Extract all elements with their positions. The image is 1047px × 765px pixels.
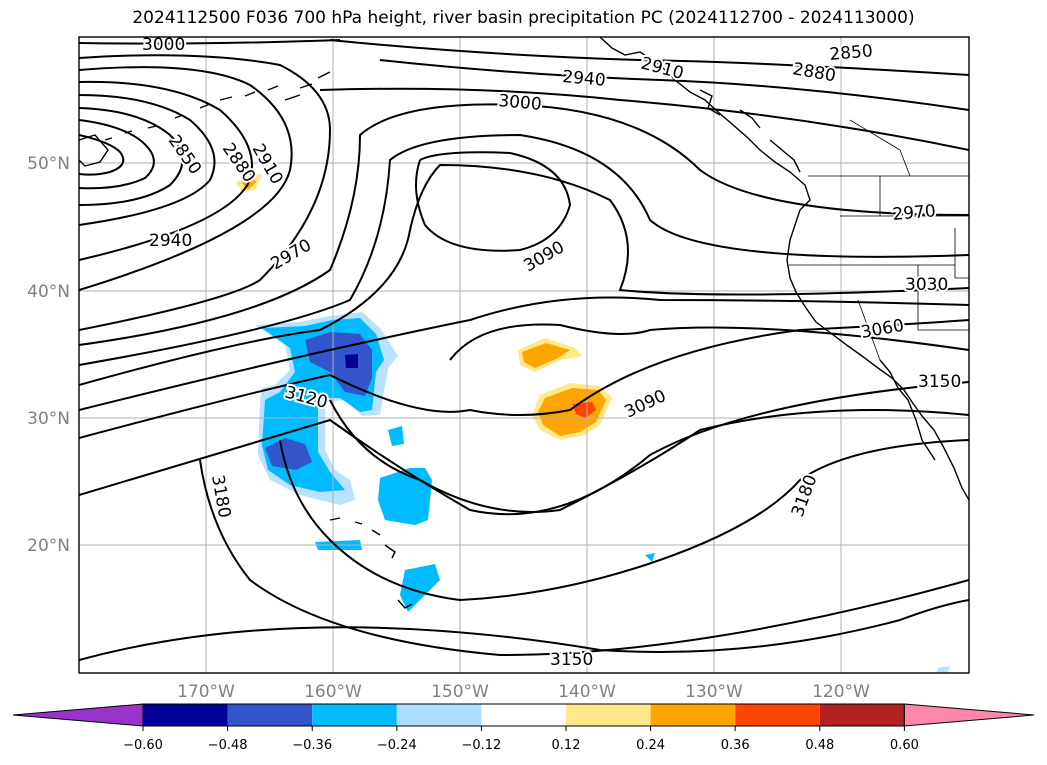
contour-label: 2940	[562, 67, 607, 91]
map-title: 2024112500 F036 700 hPa height, river ba…	[132, 8, 915, 28]
north-america-coast	[599, 37, 969, 501]
colorbar-tick-label: 0.48	[805, 738, 834, 753]
lon-tick-label: 140°W	[558, 682, 616, 702]
colorbar-segment	[819, 704, 905, 726]
colorbar-segment	[650, 704, 736, 726]
plot-frame	[78, 36, 970, 674]
contour-label: 3000	[142, 35, 185, 55]
colorbar-tick-label: 0.60	[890, 738, 919, 753]
lat-tick-label: 40°N	[27, 282, 70, 302]
baja-coast	[879, 359, 936, 461]
height-contours	[79, 39, 969, 661]
lat-tick-label: 30°N	[27, 409, 70, 429]
contour-label: 3150	[550, 650, 593, 670]
lon-tick-label: 160°W	[304, 682, 362, 702]
colorbar-tick-label: −0.12	[461, 738, 501, 753]
colorbar-segment	[312, 704, 397, 726]
colorbar-extend-max	[903, 703, 1035, 727]
lat-tick-label: 20°N	[27, 536, 70, 556]
colorbar-tick-label: 0.24	[636, 738, 665, 753]
colorbar-tick-label: 0.36	[721, 738, 750, 753]
latitude-axis: 50°N 40°N 30°N 20°N	[27, 154, 70, 556]
colorbar-tick-labels: −0.60 −0.48 −0.36 −0.24 −0.12 0.12 0.24 …	[123, 738, 919, 753]
colorbar-segment	[143, 704, 228, 726]
colorbar-segment	[735, 704, 820, 726]
lon-tick-label: 130°W	[685, 682, 743, 702]
colorbar-tick-label: −0.36	[292, 738, 332, 753]
hawaiian-islands	[329, 517, 413, 609]
colorbar-tick-label: −0.24	[377, 738, 417, 753]
colorbar: −0.60 −0.48 −0.36 −0.24 −0.12 0.12 0.24 …	[12, 703, 1035, 753]
colorbar-ticks	[142, 726, 905, 731]
contour-label: 2850	[829, 41, 874, 65]
precipitation-shading	[236, 172, 950, 673]
contour-label: 2970	[892, 201, 937, 225]
colorbar-tick-label: −0.48	[208, 738, 248, 753]
lon-tick-label: 150°W	[431, 682, 489, 702]
colorbar-segment	[227, 704, 313, 726]
lon-tick-label: 170°W	[177, 682, 235, 702]
colorbar-segment	[396, 704, 482, 726]
colorbar-extend-min	[12, 703, 144, 727]
contour-label: 3150	[918, 372, 961, 392]
contour-label: 3000	[498, 91, 543, 115]
colorbar-segment	[566, 704, 651, 726]
colorbar-segment	[481, 704, 566, 726]
colorbar-tick-label: 0.12	[552, 738, 581, 753]
lat-tick-label: 50°N	[27, 154, 70, 174]
contour-label: 3030	[905, 275, 948, 295]
lon-tick-label: 120°W	[812, 682, 870, 702]
colorbar-tick-label: −0.60	[123, 738, 163, 753]
contour-label: 2940	[149, 231, 192, 251]
longitude-axis: 170°W 160°W 150°W 140°W 130°W 120°W	[177, 682, 870, 702]
